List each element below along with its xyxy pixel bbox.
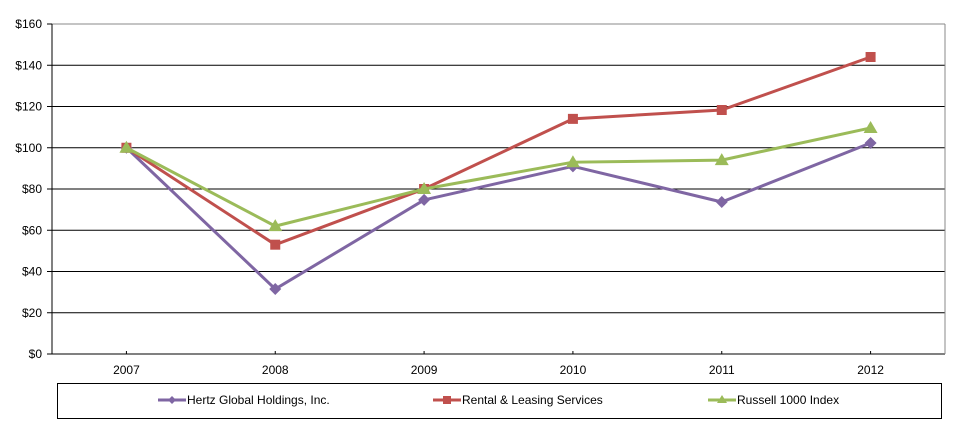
y-tick-label: $80: [22, 182, 42, 196]
data-point-square: [865, 52, 876, 62]
series-group: [119, 52, 878, 296]
legend-item-russell: Russell 1000 Index: [708, 393, 839, 407]
y-tick-label: $120: [15, 100, 42, 114]
y-axis-ticks: $0 $20 $40 $60 $80 $100 $120 $140 $160: [15, 17, 52, 361]
legend-label: Hertz Global Holdings, Inc.: [187, 393, 330, 407]
legend-item-hertz: Hertz Global Holdings, Inc.: [158, 393, 330, 407]
series-line: [125, 126, 871, 228]
data-point-diamond: [864, 137, 877, 150]
x-tick-label: 2011: [709, 363, 735, 377]
x-tick-label: 2009: [411, 363, 438, 377]
diamond-marker-icon: [158, 396, 186, 404]
series-2: [119, 120, 878, 232]
y-tick-label: $20: [22, 306, 42, 320]
data-point-triangle: [565, 155, 580, 168]
data-point-triangle: [119, 140, 134, 153]
data-point-diamond: [418, 193, 431, 206]
y-tick-label: $140: [15, 58, 42, 72]
x-tick-label: 2008: [262, 363, 289, 377]
data-point-square: [716, 105, 727, 116]
x-tick-label: 2007: [113, 363, 140, 377]
data-point-diamond: [715, 195, 728, 208]
square-marker-icon: [433, 396, 461, 404]
data-point-square: [270, 239, 281, 250]
legend-item-rental: Rental & Leasing Services: [433, 393, 603, 407]
data-point-triangle: [863, 120, 878, 133]
y-tick-label: $40: [22, 265, 42, 279]
data-point-square: [567, 113, 578, 124]
gridlines: [52, 23, 945, 314]
legend-label: Rental & Leasing Services: [462, 393, 603, 407]
x-tick-label: 2010: [560, 363, 587, 377]
triangle-marker-icon: [708, 395, 736, 403]
series-line: [125, 141, 872, 291]
y-tick-label: $0: [29, 347, 43, 361]
y-tick-label: $160: [15, 17, 42, 31]
x-tick-label: 2012: [857, 363, 884, 377]
legend: Hertz Global Holdings, Inc. Rental & Lea…: [57, 383, 942, 419]
data-point-diamond: [269, 283, 282, 296]
data-point-triangle: [417, 182, 432, 194]
x-axis-ticks: 2007 2008 2009 2010 2011 2012: [113, 351, 884, 377]
y-tick-label: $60: [22, 223, 42, 237]
series-0: [120, 137, 877, 296]
series-line: [125, 55, 872, 247]
data-point-triangle: [714, 153, 729, 166]
legend-label: Russell 1000 Index: [737, 393, 840, 407]
data-point-triangle: [268, 219, 283, 232]
y-tick-label: $100: [15, 141, 42, 155]
